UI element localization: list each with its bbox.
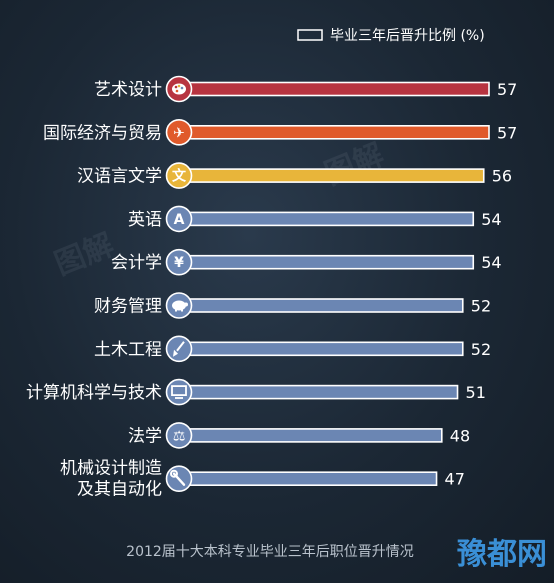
value-label: 48 — [450, 426, 470, 445]
bar — [189, 168, 485, 183]
bar-row: ¥ 会计学 54 — [111, 248, 502, 276]
palette-icon — [172, 83, 186, 95]
category-label-line: 法学 — [128, 426, 162, 446]
piggy-leg — [181, 308, 183, 312]
monitor-icon — [171, 385, 187, 399]
bar — [189, 428, 443, 443]
palette-dot — [175, 89, 179, 93]
shovel-blade — [173, 349, 178, 357]
chart-subtitle: 2012届十大本科专业毕业三年后职位晋升情况 — [126, 544, 414, 560]
monitor-screen — [171, 385, 187, 397]
category-label-line: 汉语言文学 — [77, 167, 162, 187]
bar-row: 艺术设计 57 — [94, 75, 517, 103]
bar — [189, 384, 459, 400]
bar-row: 土木工程 52 — [94, 335, 491, 363]
bar-row: ✈ 国际经济与贸易 57 — [43, 119, 517, 146]
category-label-line: 机械设计制造 — [60, 459, 162, 479]
wen-character-icon-glyph: 文 — [172, 168, 187, 185]
category-label: 土木工程 — [94, 340, 162, 360]
category-label: 艺术设计 — [94, 80, 162, 100]
value-label: 57 — [497, 80, 517, 99]
piggy-snout — [184, 302, 188, 307]
wen-character-icon: 文 — [172, 168, 187, 185]
icon-circle — [165, 422, 193, 449]
watermark-tujie-2: 图解 — [320, 137, 389, 192]
yen-icon-glyph: ¥ — [174, 255, 184, 271]
yen-icon: ¥ — [174, 255, 184, 271]
category-label: 财务管理 — [94, 297, 162, 317]
bar — [189, 81, 490, 97]
value-label: 51 — [466, 383, 486, 402]
icon-circle — [165, 205, 193, 233]
letter-a-icon-glyph: A — [174, 212, 185, 228]
airplane-icon: ✈ — [173, 125, 185, 141]
value-label: 52 — [471, 297, 491, 316]
bar-row: ⚖ 法学 48 — [128, 422, 470, 449]
category-label-line: 会计学 — [111, 253, 162, 273]
icon-circle — [165, 119, 193, 146]
value-label: 57 — [497, 123, 517, 142]
bar-row: 计算机科学与技术 51 — [26, 378, 486, 406]
bar — [189, 341, 464, 357]
airplane-icon-glyph: ✈ — [173, 125, 185, 141]
bar — [189, 298, 464, 313]
category-label: 会计学 — [111, 253, 162, 273]
legend: 毕业三年后晋升比例 (%) — [297, 28, 485, 44]
icon-circle — [165, 378, 193, 406]
value-label: 52 — [471, 340, 491, 359]
wrench-head — [170, 469, 178, 478]
category-label-line: 土木工程 — [94, 340, 162, 360]
bar-row: A 英语 54 — [128, 205, 502, 233]
bar — [189, 125, 490, 140]
legend-label: 毕业三年后晋升比例 (%) — [330, 28, 485, 44]
bar — [189, 471, 438, 487]
bar-row: 财务管理 52 — [94, 292, 491, 319]
value-label: 54 — [481, 210, 501, 229]
letter-a-icon: A — [174, 212, 185, 228]
watermark-tujie-1: 图解 — [50, 227, 119, 282]
piggy-bank-icon — [172, 300, 188, 312]
palette-dot — [174, 85, 178, 89]
piggy-body — [172, 300, 186, 311]
value-label: 54 — [481, 253, 501, 272]
palette-dot — [177, 84, 181, 88]
category-label: 计算机科学与技术 — [26, 383, 162, 403]
palette-dot — [180, 86, 184, 90]
category-label-line: 财务管理 — [94, 297, 162, 317]
scales-icon-glyph: ⚖ — [173, 428, 186, 444]
bar — [189, 254, 475, 270]
value-label: 47 — [445, 470, 465, 489]
piggy-leg — [175, 308, 177, 312]
category-label-line: 艺术设计 — [94, 80, 162, 100]
icon-circle — [165, 248, 193, 276]
bar — [189, 211, 475, 227]
wrench-icon — [170, 469, 186, 486]
category-label: 国际经济与贸易 — [43, 123, 162, 143]
brand-logo: 豫都网 — [457, 537, 547, 572]
category-label-line: 及其自动化 — [77, 480, 162, 500]
category-label-line: 英语 — [128, 210, 162, 230]
monitor-stand — [175, 397, 183, 399]
scales-icon: ⚖ — [173, 428, 186, 444]
legend-swatch — [297, 29, 323, 41]
shovel-handle — [176, 341, 185, 352]
icon-circle — [165, 162, 193, 189]
category-label-line: 国际经济与贸易 — [43, 123, 162, 143]
category-label-line: 计算机科学与技术 — [26, 383, 162, 403]
value-label: 56 — [492, 167, 512, 186]
shovel-icon — [173, 341, 185, 357]
category-label: 法学 — [128, 426, 162, 446]
category-label: 英语 — [128, 210, 162, 230]
category-label: 汉语言文学 — [77, 167, 162, 187]
